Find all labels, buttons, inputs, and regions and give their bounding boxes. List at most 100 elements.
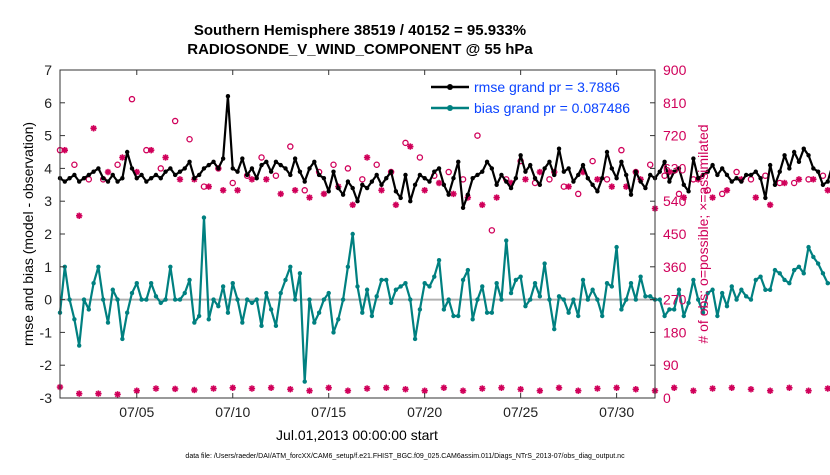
rmse-point <box>523 169 528 174</box>
bias-point <box>360 310 365 315</box>
rmse-point <box>619 159 624 165</box>
rmse-point <box>172 172 178 178</box>
bias-point <box>787 281 792 286</box>
rmse-point <box>177 169 183 174</box>
rmse-point <box>691 156 696 161</box>
rmse-point <box>825 179 830 184</box>
x-axis-label: Jul.01,2013 00:00:00 start <box>276 427 438 443</box>
bias-point <box>163 297 168 302</box>
bias-point <box>671 307 677 312</box>
bias-point <box>408 297 413 302</box>
rmse-point <box>307 166 312 171</box>
obs-low-count-point <box>133 387 140 394</box>
bias-point <box>244 297 250 302</box>
bias-series-layer <box>57 215 830 384</box>
obs-low-count-point <box>152 385 160 392</box>
rmse-point <box>244 172 250 178</box>
bias-point <box>283 277 288 283</box>
bias-point <box>484 310 490 315</box>
obs-low-count-point <box>690 387 697 394</box>
rmse-point <box>268 169 274 174</box>
rmse-point <box>504 179 509 184</box>
rmse-point <box>124 149 130 155</box>
rmse-point <box>753 169 758 174</box>
right-tick-label: 450 <box>663 226 687 242</box>
obs-assimilated-point <box>90 125 97 132</box>
obs-assimilated-point <box>363 154 371 161</box>
bias-point <box>566 310 571 315</box>
obs-assimilated-point <box>407 143 414 150</box>
bias-point <box>504 238 509 243</box>
rmse-point <box>364 185 370 191</box>
bias-point <box>614 244 619 250</box>
bias-point <box>806 244 811 250</box>
bias-point <box>403 281 408 286</box>
obs-low-count-point <box>75 390 83 397</box>
obs-assimilated-point <box>536 168 544 176</box>
bias-point <box>561 297 567 302</box>
rmse-point <box>216 166 221 171</box>
rmse-point <box>139 172 144 178</box>
rmse-point <box>331 169 336 174</box>
rmse-point <box>700 172 706 178</box>
rmse-point <box>576 172 581 178</box>
bias-point <box>537 294 543 299</box>
rmse-point <box>120 176 125 181</box>
bias-point <box>307 297 312 302</box>
bias-point <box>230 281 235 286</box>
bias-point <box>388 300 394 306</box>
obs-assimilated-point <box>824 187 830 194</box>
bias-point <box>825 281 830 286</box>
bias-point <box>489 310 495 315</box>
bias-point <box>508 290 514 296</box>
right-tick-label: 180 <box>663 324 687 340</box>
x-tick-label: 07/20 <box>407 404 442 420</box>
obs-possible-point <box>603 176 611 183</box>
obs-assimilated-point <box>263 176 270 183</box>
bias-point <box>235 297 240 302</box>
plot-area <box>60 70 655 398</box>
rmse-point <box>729 179 734 184</box>
bias-point <box>302 379 307 384</box>
rmse-point <box>192 176 197 181</box>
data-file-footnote: data file: /Users/raeder/DAI/ATM_forcXX/… <box>185 453 625 460</box>
obs-possible-point <box>704 187 712 194</box>
rmse-point <box>724 172 730 178</box>
bias-point <box>700 310 706 315</box>
legend-box <box>427 76 649 120</box>
bias-point <box>686 300 691 306</box>
obs-possible-point <box>272 172 280 179</box>
rmse-point <box>110 172 115 178</box>
rmse-point <box>763 195 768 201</box>
bias-point <box>201 215 207 220</box>
rmse-point <box>388 169 394 174</box>
rmse-point <box>288 172 293 178</box>
obs-assimilated-point <box>680 194 687 201</box>
rmse-point <box>748 172 754 178</box>
rmse-point <box>427 179 432 184</box>
obs-assimilated-point <box>795 176 803 183</box>
bias-point <box>168 264 173 269</box>
rmse-point <box>129 166 135 171</box>
obs-assimilated-point <box>219 187 227 194</box>
bias-point <box>456 313 461 319</box>
rmse-point <box>590 182 595 187</box>
rmse-point <box>211 159 216 165</box>
bias-point <box>292 297 298 302</box>
obs-assimilated-point <box>565 183 572 190</box>
rmse-point <box>350 185 355 191</box>
obs-assimilated-point <box>176 176 184 183</box>
bias-point <box>676 287 682 292</box>
rmse-point <box>739 179 744 184</box>
rmse-point <box>801 146 806 151</box>
rmse-point <box>460 205 466 210</box>
x-axis-ticks: 07/05 07/10 07/15 07/20 07/25 07/30 <box>119 70 634 420</box>
obs-possible-point <box>258 154 265 161</box>
bias-point <box>105 320 111 325</box>
rmse-point <box>815 169 821 174</box>
rmse-point <box>681 182 686 187</box>
rmse-point <box>297 169 303 174</box>
bias-point <box>604 281 610 286</box>
obs-possible-point <box>128 95 136 103</box>
obs-low-count-point <box>306 387 313 394</box>
